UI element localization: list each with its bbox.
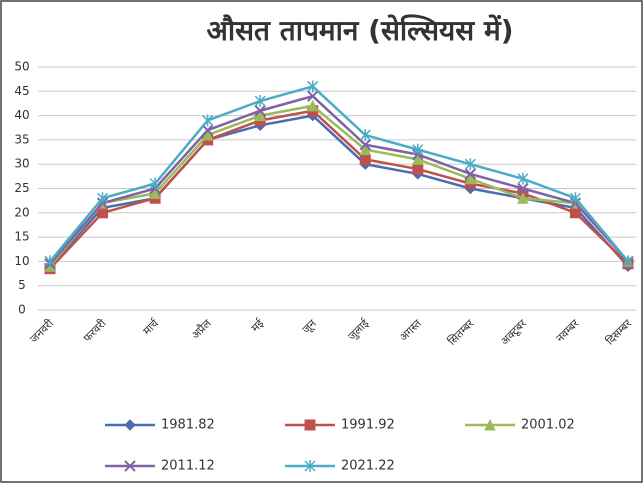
legend-label: 2001.02 — [521, 418, 575, 433]
series-line — [49, 104, 629, 268]
data-point — [149, 187, 161, 199]
data-point — [254, 105, 266, 117]
data-point — [517, 192, 529, 204]
y-tick-label: 40 — [14, 108, 29, 122]
y-tick-label: 25 — [14, 181, 29, 195]
legend-marker — [124, 460, 136, 472]
data-point — [359, 129, 371, 142]
legend-marker — [124, 419, 136, 431]
data-point — [254, 95, 266, 108]
series-line — [49, 85, 629, 263]
legend-label: 2011.12 — [161, 459, 215, 474]
data-point — [464, 172, 477, 185]
data-point — [622, 255, 634, 268]
data-point — [359, 139, 371, 151]
data-point — [307, 80, 319, 93]
data-point — [517, 172, 529, 185]
y-tick-label: 50 — [14, 60, 29, 74]
data-point — [517, 182, 529, 195]
data-point — [569, 207, 581, 219]
y-tick-label: 0 — [18, 303, 26, 317]
data-point — [201, 128, 214, 141]
data-point — [359, 143, 372, 156]
legend-marker — [304, 460, 316, 472]
legend-marker — [484, 418, 496, 431]
data-point — [97, 207, 109, 219]
data-point — [464, 168, 477, 180]
data-point — [464, 158, 476, 171]
series-line — [49, 94, 629, 265]
data-point — [569, 192, 581, 205]
legend-label: 1991.92 — [341, 418, 395, 433]
y-tick-label: 10 — [14, 254, 29, 268]
y-tick-label: 5 — [18, 278, 26, 292]
data-point — [202, 114, 214, 127]
legend-marker — [304, 419, 316, 431]
data-point — [149, 177, 161, 190]
series-line — [49, 109, 629, 270]
data-point — [307, 90, 319, 102]
legend-label: 2021.22 — [341, 459, 395, 474]
chart-title: औसत तापमान (सेल्सियस में) — [206, 14, 513, 47]
data-point — [412, 163, 424, 175]
data-point — [201, 124, 214, 136]
data-point — [44, 255, 56, 268]
data-point — [306, 99, 319, 112]
legend-label: 1981.82 — [161, 418, 215, 433]
data-point — [412, 143, 424, 156]
y-tick-label: 35 — [14, 132, 29, 146]
data-point — [97, 192, 109, 205]
data-point — [412, 153, 424, 165]
y-tick-label: 30 — [14, 157, 29, 171]
y-tick-label: 45 — [14, 84, 29, 98]
data-point — [254, 109, 266, 122]
y-tick-label: 15 — [14, 230, 29, 244]
data-point — [359, 153, 371, 165]
y-tick-label: 20 — [14, 205, 29, 219]
